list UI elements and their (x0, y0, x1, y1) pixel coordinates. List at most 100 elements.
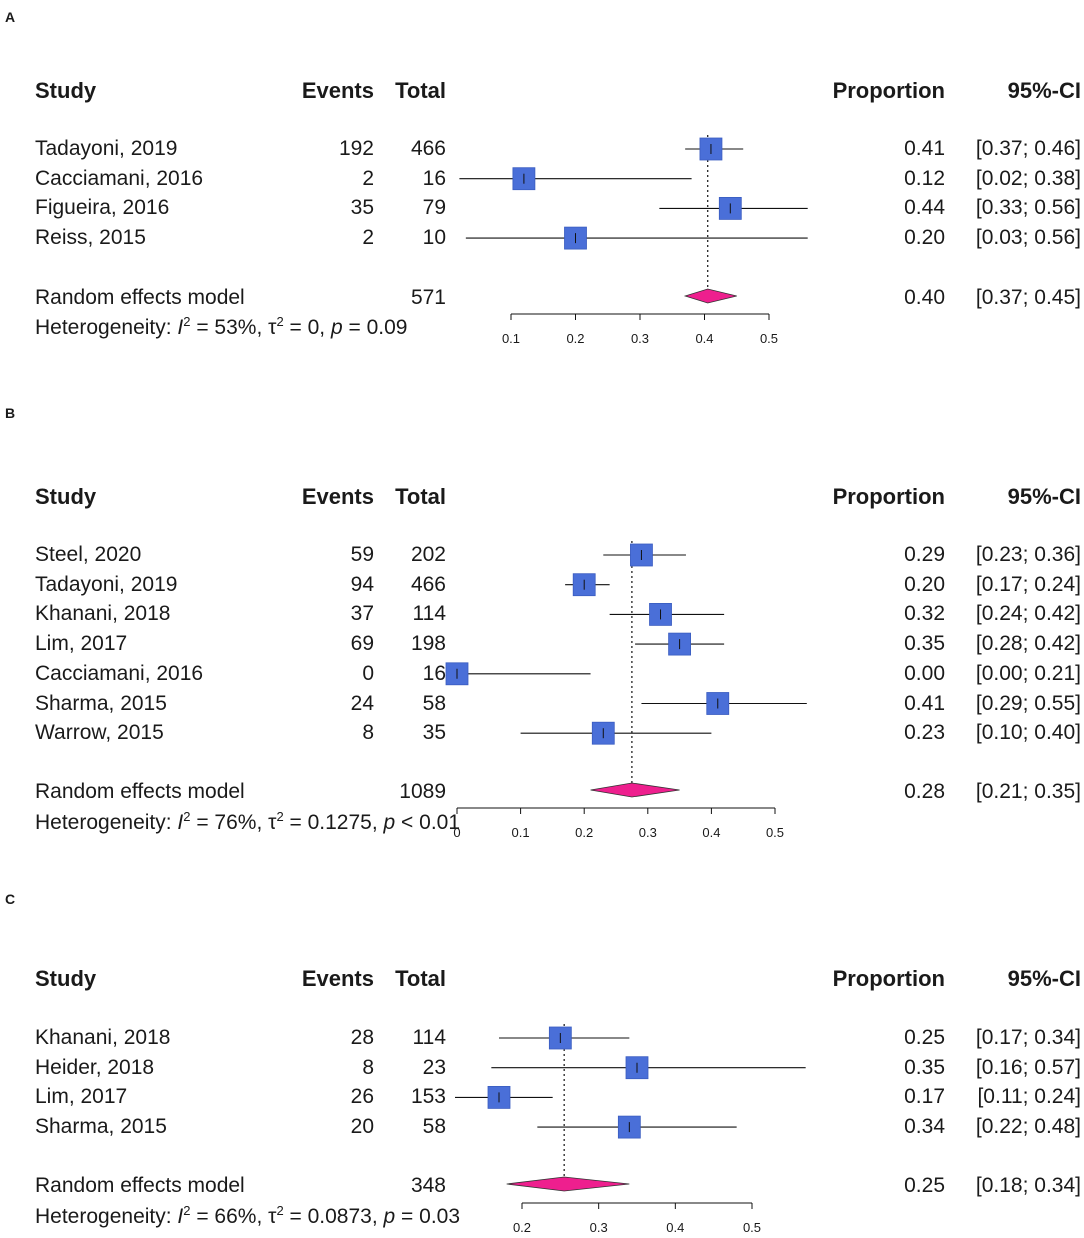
study-total: 466 (410, 572, 446, 596)
header-ci: 95%-CI (1007, 78, 1081, 103)
heterogeneity-part: = 0.1275, (283, 811, 384, 834)
study-proportion: 0.20 (904, 226, 945, 250)
x-tick-label: 0.4 (666, 1220, 684, 1235)
study-total: 35 (422, 721, 446, 745)
study-total: 466 (410, 137, 446, 160)
heterogeneity-part: I (177, 1205, 184, 1228)
model-proportion: 0.40 (904, 286, 945, 309)
study-ci: [0.16; 0.57] (975, 1055, 1081, 1079)
study-proportion: 0.25 (904, 1026, 945, 1049)
study-events: 26 (350, 1085, 374, 1109)
model-ci: [0.18; 0.34] (975, 1174, 1081, 1197)
header-ci: 95%-CI (1007, 484, 1081, 509)
study-total: 79 (422, 196, 446, 220)
heterogeneity-part: 2 (276, 314, 284, 329)
heterogeneity-part: = 0.09 (342, 316, 408, 339)
study-name: Khanani, 2018 (35, 602, 171, 626)
study-ci: [0.28; 0.42] (975, 632, 1081, 656)
study-total: 16 (422, 166, 446, 190)
header-proportion: Proportion (832, 484, 945, 509)
study-events: 28 (350, 1026, 374, 1049)
study-events: 0 (362, 661, 374, 685)
study-name: Cacciamani, 2016 (35, 661, 204, 685)
header-ci: 95%-CI (1007, 966, 1081, 991)
heterogeneity-part: 2 (276, 809, 284, 824)
heterogeneity-part: I (177, 811, 184, 834)
x-tick-label: 0.4 (695, 331, 713, 346)
study-total: 58 (422, 1115, 446, 1139)
x-tick-label: 0.1 (502, 331, 520, 346)
study-proportion: 0.20 (904, 572, 945, 596)
pooled-diamond (683, 288, 737, 304)
study-ci: [0.02; 0.38] (975, 166, 1081, 190)
header-study: Study (35, 484, 97, 509)
study-proportion: 0.29 (904, 543, 945, 566)
heterogeneity-part: = 0, (283, 316, 331, 339)
model-name: Random effects model (35, 1174, 245, 1197)
header-events: Events (301, 78, 374, 103)
study-proportion: 0.44 (904, 196, 945, 220)
header-events: Events (301, 966, 374, 991)
study-events: 69 (350, 632, 374, 656)
study-ci: [0.17; 0.34] (975, 1026, 1081, 1049)
study-name: Heider, 2018 (35, 1055, 155, 1079)
model-total: 571 (410, 286, 446, 309)
header-proportion: Proportion (832, 966, 945, 991)
heterogeneity-part: p (383, 811, 396, 834)
model-total: 348 (410, 1174, 446, 1197)
study-name: Tadayoni, 2019 (35, 137, 178, 160)
study-name: Sharma, 2015 (35, 691, 167, 715)
study-events: 192 (338, 137, 374, 160)
study-name: Warrow, 2015 (35, 721, 164, 745)
study-events: 2 (362, 226, 374, 250)
header-study: Study (35, 966, 97, 991)
model-name: Random effects model (35, 780, 245, 803)
study-total: 114 (412, 1026, 446, 1049)
header-total: Total (395, 966, 446, 991)
study-proportion: 0.17 (904, 1085, 945, 1109)
study-ci: [0.10; 0.40] (975, 721, 1081, 745)
study-events: 2 (362, 166, 374, 190)
model-name: Random effects model (35, 286, 245, 309)
heterogeneity-part: τ (268, 316, 277, 339)
heterogeneity-text: Heterogeneity: I2 = 53%, τ2 = 0, p = 0.0… (35, 314, 408, 340)
study-name: Sharma, 2015 (35, 1115, 167, 1139)
study-ci: [0.17; 0.24] (975, 572, 1081, 596)
study-ci: [0.29; 0.55] (975, 691, 1081, 715)
heterogeneity-part: 2 (183, 809, 191, 824)
study-events: 24 (350, 691, 374, 715)
study-name: Cacciamani, 2016 (35, 166, 204, 190)
panel-label: B (5, 405, 16, 421)
study-events: 37 (350, 602, 374, 626)
header-study: Study (35, 78, 97, 103)
study-proportion: 0.00 (904, 661, 945, 685)
study-name: Figueira, 2016 (35, 196, 170, 220)
study-name: Lim, 2017 (35, 1085, 128, 1109)
study-events: 8 (362, 1055, 374, 1079)
study-total: 58 (422, 691, 446, 715)
x-tick-label: 0.3 (639, 825, 657, 840)
study-ci: [0.23; 0.36] (975, 543, 1081, 566)
study-name: Tadayoni, 2019 (35, 572, 178, 596)
heterogeneity-part: = 53%, (190, 316, 269, 339)
heterogeneity-part: p (383, 1205, 396, 1228)
heterogeneity-text: Heterogeneity: I2 = 66%, τ2 = 0.0873, p … (35, 1204, 460, 1229)
study-total: 23 (422, 1055, 446, 1079)
study-proportion: 0.23 (904, 721, 945, 745)
panel-label: A (5, 9, 16, 25)
model-total: 1089 (399, 780, 446, 803)
heterogeneity-part: Heterogeneity: (35, 316, 178, 339)
heterogeneity-part: p (330, 316, 343, 339)
study-ci: [0.22; 0.48] (975, 1115, 1081, 1139)
study-ci: [0.03; 0.56] (975, 226, 1081, 250)
x-tick-label: 0.5 (743, 1220, 761, 1235)
study-total: 114 (412, 602, 446, 626)
x-tick-label: 0.5 (766, 825, 784, 840)
study-proportion: 0.41 (904, 137, 945, 160)
study-total: 16 (422, 661, 446, 685)
study-proportion: 0.41 (904, 691, 945, 715)
x-tick-label: 0.1 (512, 825, 530, 840)
heterogeneity-part: τ (268, 811, 277, 834)
study-name: Khanani, 2018 (35, 1026, 171, 1049)
